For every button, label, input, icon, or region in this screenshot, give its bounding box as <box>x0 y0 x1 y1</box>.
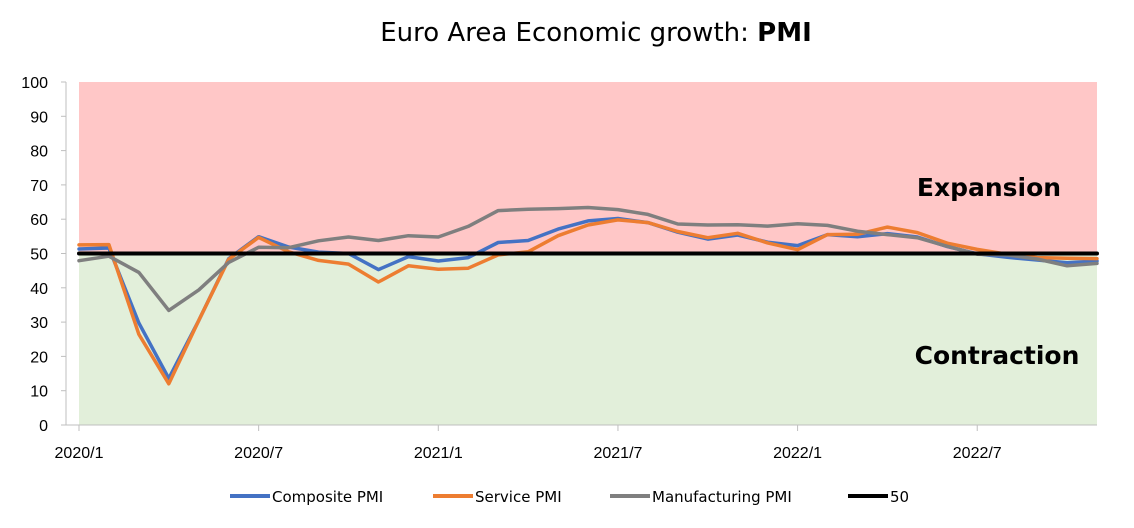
y-tick-label: 70 <box>30 178 48 195</box>
y-tick-label: 10 <box>30 384 48 401</box>
series-line-service-pmi <box>77 218 1099 386</box>
x-tick-label: 2022/7 <box>953 445 1002 462</box>
y-tick-label: 80 <box>30 144 48 161</box>
region-expansion <box>79 82 1097 254</box>
y-tick-label: 40 <box>30 281 48 298</box>
region-labels: Expansion Contraction <box>915 173 1080 370</box>
chart-title: Euro Area Economic growth: PMI <box>380 18 812 48</box>
legend-label-threshold-50: 50 <box>890 488 909 506</box>
y-tick-label: 0 <box>39 418 48 435</box>
y-tick-label: 30 <box>30 315 48 332</box>
series-lines <box>77 205 1099 386</box>
x-tick-label: 2020/1 <box>55 445 104 462</box>
x-tick-label: 2022/1 <box>773 445 822 462</box>
y-tick-label: 20 <box>30 349 48 366</box>
legend-label-service-pmi: Service PMI <box>475 488 562 506</box>
x-tick-label: 2020/7 <box>234 445 283 462</box>
chart-title-bold: PMI <box>757 18 812 48</box>
legend: Composite PMI Service PMI Manufacturing PM… <box>230 488 909 506</box>
regions <box>79 82 1097 425</box>
region-label-expansion: Expansion <box>917 173 1061 202</box>
region-contraction <box>79 253 1097 425</box>
y-tick-label: 50 <box>30 247 48 264</box>
y-tick-label: 100 <box>21 75 48 92</box>
legend-label-composite-pmi: Composite PMI <box>272 488 383 506</box>
x-tick-label: 2021/1 <box>414 445 463 462</box>
chart-title-prefix: Euro Area Economic growth: <box>380 18 757 48</box>
legend-label-manufacturing-pmi: Manufacturing PMI <box>652 488 792 506</box>
y-tick-label: 60 <box>30 212 48 229</box>
region-label-contraction: Contraction <box>915 341 1080 370</box>
y-tick-label: 90 <box>30 109 48 126</box>
axes: 0 10 20 30 40 50 60 70 80 90 100 2020/1 2020/7 2021/1… <box>21 75 1097 462</box>
x-tick-label: 2021/7 <box>593 445 642 462</box>
